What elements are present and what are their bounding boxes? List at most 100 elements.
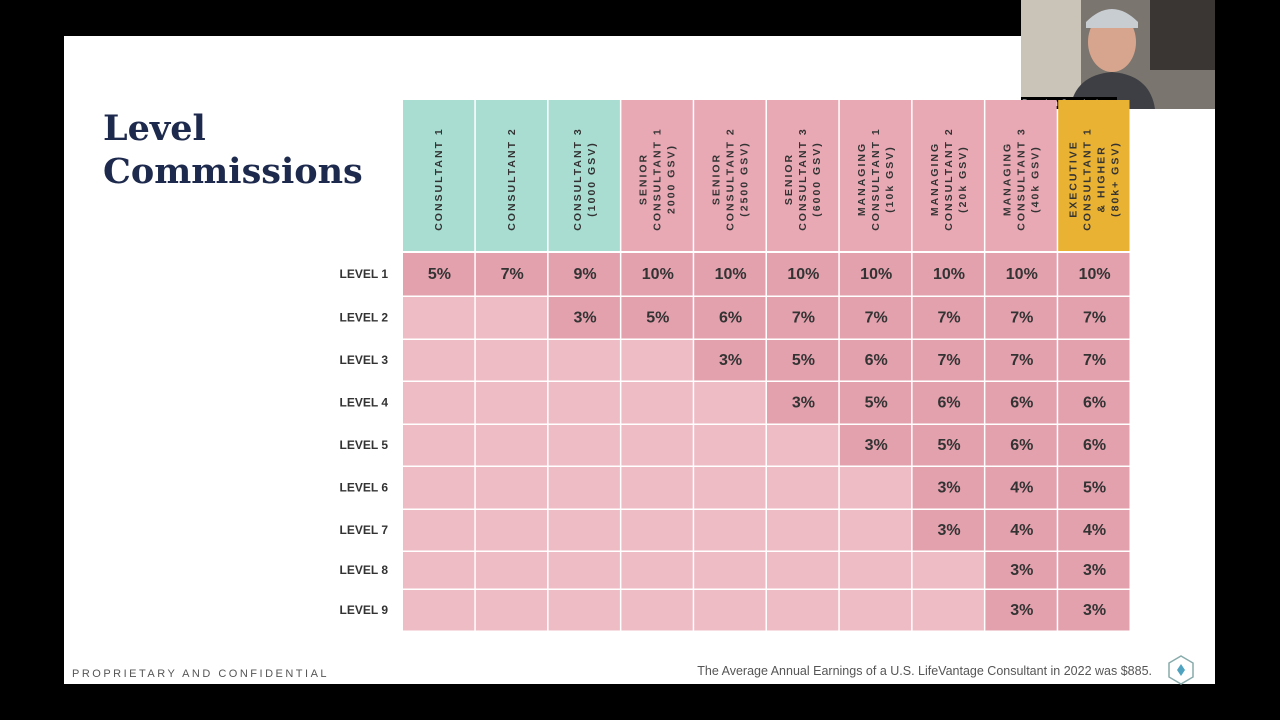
column-header: CONSULTANT 1 [1081,127,1093,231]
table-cell [1058,382,1130,424]
table-cell [694,425,766,466]
table-cell [839,297,912,339]
table-cell [548,253,620,296]
table-cell [839,510,912,551]
video-tile: Brandon Cunningham [1021,0,1215,109]
column-header: SENIOR [710,153,722,205]
header-cell [621,100,693,251]
table-cell [548,382,620,424]
cell-value: 7% [937,310,960,327]
logo [1168,655,1194,685]
table-cell [621,590,693,631]
cell-value: 7% [937,352,960,369]
column-header: CONSULTANT 2 [724,127,736,231]
row-label: LEVEL 9 [340,603,389,617]
table-cell [767,425,839,466]
table-cell [475,297,548,339]
cell-value: 6% [1083,437,1106,454]
table-cell [912,340,984,381]
cell-value: 3% [937,522,960,539]
table-cell [475,382,548,424]
table-cell [839,552,912,589]
cell-value: 3% [792,395,815,412]
column-header: CONSULTANT 1 [433,127,445,231]
header-cell [767,100,839,251]
table-cell [548,425,620,466]
table-cell [912,590,984,631]
table-cell [694,382,766,424]
table-cell [912,297,984,339]
table-cell [912,253,984,296]
table-cell [403,510,475,551]
cell-value: 3% [937,480,960,497]
slide-title: Level [103,108,206,149]
table-cell [621,340,693,381]
table-cell [694,467,766,509]
row-label: LEVEL 1 [340,267,389,281]
table-cell [548,552,620,589]
header-cell [985,100,1057,251]
table-cell [548,510,620,551]
table-cell [475,510,548,551]
column-header: (6000 GSV) [811,141,823,216]
cell-value: 7% [1083,352,1106,369]
table-cell [621,467,693,509]
cell-value: 4% [1083,522,1106,539]
table-cell [403,425,475,466]
table-cell [621,253,693,296]
column-header: CONSULTANT 3 [1016,127,1028,231]
table-cell [912,552,984,589]
column-header: MANAGING [856,142,868,216]
table-cell [1058,552,1130,589]
table-cell [621,382,693,424]
header-cell [475,100,548,251]
table-cell [912,467,984,509]
column-header: & HIGHER [1095,145,1107,212]
column-header: EXECUTIVE [1067,140,1079,218]
table-cell [912,425,984,466]
table-cell [912,510,984,551]
table-cell [403,382,475,424]
table-cell [767,590,839,631]
cell-value: 3% [573,310,596,327]
table-cell [475,340,548,381]
column-header: CONSULTANT 3 [797,127,809,231]
table-cell [767,253,839,296]
header-cell [548,100,620,251]
table-cell [1058,590,1130,631]
table-cell [985,552,1057,589]
table-cell [621,510,693,551]
table-cell [1058,425,1130,466]
row-label: LEVEL 3 [340,353,389,367]
footer-right: The Average Annual Earnings of a U.S. Li… [697,664,1152,678]
cell-value: 7% [501,266,524,283]
table-cell [1058,340,1130,381]
cell-value: 10% [933,266,965,283]
cell-value: 10% [1079,266,1111,283]
cell-value: 6% [719,310,742,327]
table-cell [1058,297,1130,339]
table-cell [548,340,620,381]
cell-value: 5% [937,437,960,454]
table-cell [839,590,912,631]
table-cell [475,253,548,296]
table-cell [403,253,475,296]
cell-value: 5% [792,352,815,369]
cell-value: 10% [715,266,747,283]
header-cell [839,100,912,251]
table-cell [694,552,766,589]
header-cell [1058,100,1130,251]
column-header: SENIOR [783,153,795,205]
table-cell [475,590,548,631]
table-cell [985,467,1057,509]
table-cell [548,467,620,509]
cell-value: 6% [1083,395,1106,412]
cell-value: 6% [1010,437,1033,454]
row-label: LEVEL 8 [340,563,389,577]
table-cell [985,382,1057,424]
table-cell [475,425,548,466]
row-label: LEVEL 4 [340,396,389,410]
cell-value: 7% [1010,352,1033,369]
